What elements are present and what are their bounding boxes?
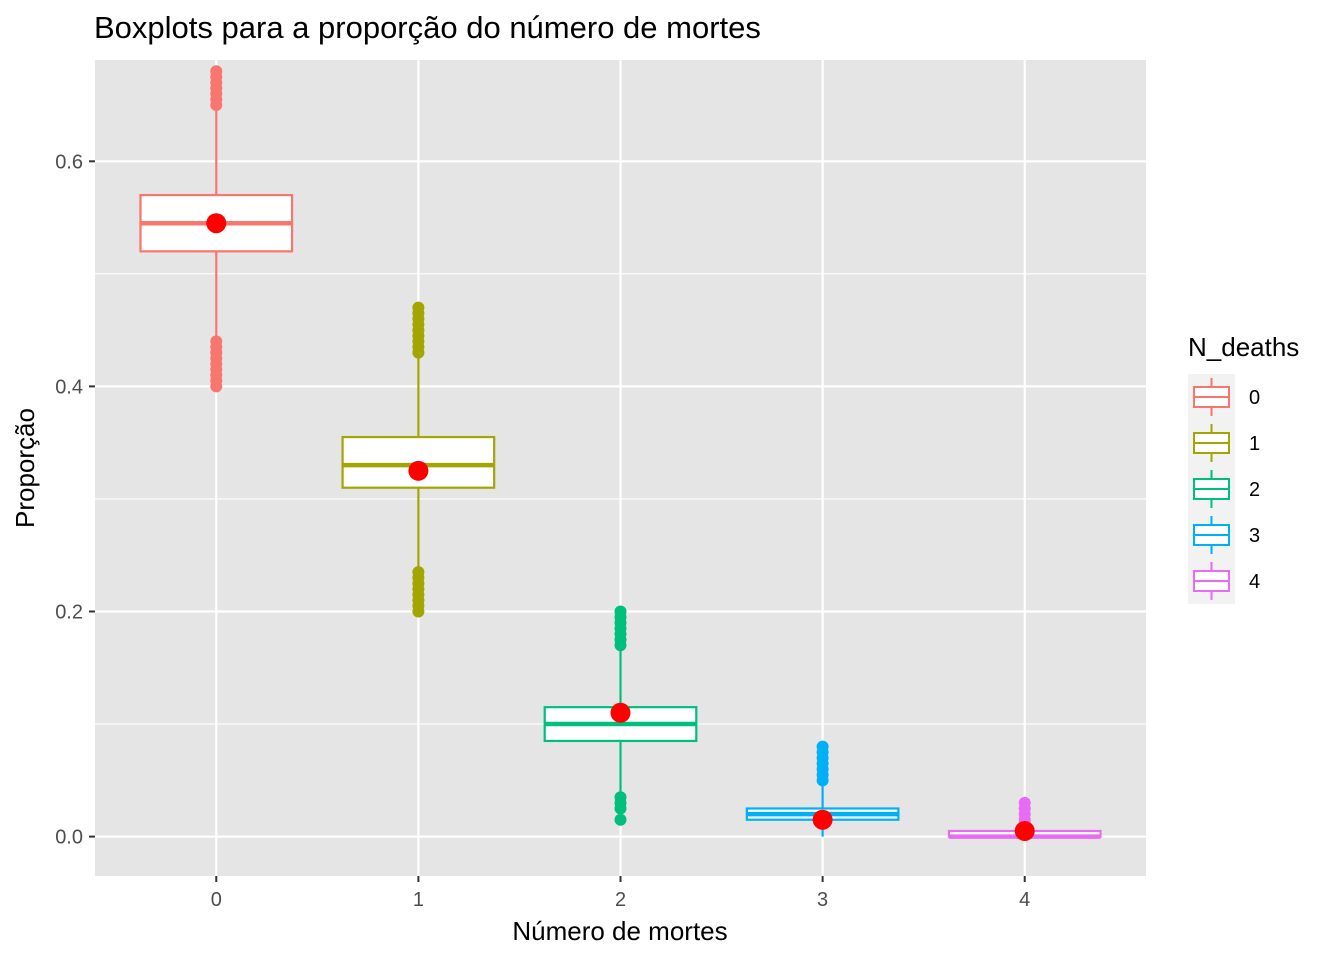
x-tick-label: 1 — [413, 889, 424, 911]
box-group-2 — [543, 605, 698, 826]
mean-marker — [610, 702, 631, 723]
y-tick-label: 0.6 — [55, 151, 83, 173]
outlier-point — [614, 605, 627, 618]
legend: N_deaths 0 1 2 3 4 — [1188, 332, 1299, 604]
outlier-point — [210, 335, 223, 348]
legend-label: 3 — [1249, 525, 1260, 547]
x-axis-title: Número de mortes — [512, 916, 727, 946]
x-tick-label: 4 — [1019, 889, 1030, 911]
boxes-layer — [139, 65, 1102, 841]
legend-label: 0 — [1249, 387, 1260, 409]
legend-item-0: 0 — [1193, 378, 1260, 416]
mean-marker — [206, 213, 227, 234]
outlier-point — [614, 813, 627, 826]
chart-title: Boxplots para a proporção do número de m… — [94, 10, 761, 45]
y-tick-label: 0.0 — [55, 827, 83, 849]
legend-title: N_deaths — [1188, 332, 1299, 362]
box-group-3 — [745, 740, 900, 837]
outlier-point — [210, 65, 223, 78]
outlier-point — [412, 566, 425, 579]
y-tick-label: 0.2 — [55, 602, 83, 624]
outlier-point — [1018, 796, 1031, 809]
x-tick-label: 3 — [817, 889, 828, 911]
outlier-point — [816, 740, 829, 753]
y-axis-ticks: 0.0 0.2 0.4 0.6 — [55, 151, 95, 849]
legend-item-4: 4 — [1193, 562, 1260, 600]
legend-item-3: 3 — [1193, 516, 1260, 554]
box-group-4 — [947, 796, 1102, 841]
mean-marker — [1014, 820, 1035, 841]
outlier-point — [614, 791, 627, 804]
outlier-point — [412, 301, 425, 314]
legend-label: 2 — [1249, 479, 1260, 501]
y-tick-label: 0.4 — [55, 376, 83, 398]
legend-label: 4 — [1249, 571, 1260, 593]
mean-marker — [408, 460, 429, 481]
x-axis-ticks: 0 1 2 3 4 — [211, 876, 1030, 911]
x-tick-label: 2 — [615, 889, 626, 911]
legend-item-1: 1 — [1193, 424, 1260, 462]
box-group-0 — [139, 65, 294, 393]
y-axis-title: Proporção — [10, 408, 40, 528]
legend-label: 1 — [1249, 433, 1260, 455]
box-group-1 — [341, 301, 496, 618]
mean-marker — [812, 809, 833, 830]
legend-item-2: 2 — [1193, 470, 1260, 508]
x-tick-label: 0 — [211, 889, 222, 911]
